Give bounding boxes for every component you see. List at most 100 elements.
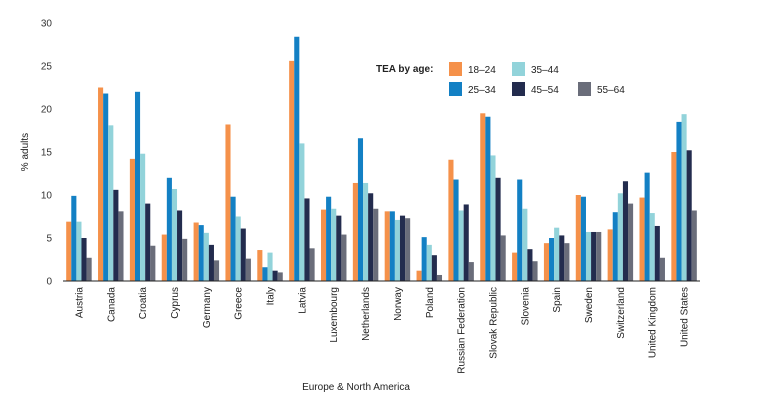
- bar: Poland 55–64: 0.7: [436, 274, 443, 281]
- bar: Poland 45–54: 3: [431, 255, 437, 281]
- bar: Italy 18–24: 3.6: [257, 250, 263, 281]
- bar: Poland 35–44: 4.2: [426, 244, 432, 281]
- x-tick-label: Austria: [74, 287, 85, 319]
- bar: Netherlands 25–34: 16.6: [357, 138, 364, 281]
- x-tick-label: Netherlands: [361, 287, 372, 341]
- bar: United States 45–54: 15.2: [686, 150, 692, 281]
- bar: Norway 55–64: 7.3: [405, 218, 411, 281]
- bar: Luxembourg 25–34: 9.8: [326, 196, 332, 281]
- y-tick-label: 5: [46, 234, 52, 245]
- x-tick-label: Luxembourg: [329, 287, 340, 343]
- bar: Austria 25–34: 9.9: [71, 195, 77, 281]
- bar: United States 18–24: 15: [671, 152, 677, 281]
- x-axis-title: Europe & North America: [302, 382, 410, 393]
- bar: Spain 25–34: 5: [549, 238, 555, 281]
- bar: Switzerland 35–44: 10.2: [617, 193, 623, 281]
- x-tick-label: Greece: [234, 287, 245, 320]
- bar: Greece 18–24: 18.2: [225, 124, 231, 281]
- bar: Slovak Republic 45–54: 12: [495, 177, 501, 281]
- bar: Canada 55–64: 8.1: [118, 211, 124, 281]
- bar: Switzerland 25–34: 8: [612, 212, 618, 281]
- bar: Slovenia 25–34: 11.8: [517, 179, 523, 281]
- bar: United Kingdom 55–64: 2.7: [659, 257, 665, 281]
- bar: Cyprus 25–34: 12: [166, 177, 172, 281]
- x-tick-label: Norway: [393, 287, 404, 321]
- bar: Croatia 18–24: 14.2: [129, 158, 135, 281]
- x-tick-label: Spain: [552, 287, 563, 313]
- bar: Luxembourg 45–54: 7.6: [336, 215, 342, 281]
- bar: Canada 45–54: 10.6: [113, 189, 119, 281]
- bar: Croatia 45–54: 9: [145, 203, 151, 281]
- bar: Croatia 55–64: 4.1: [150, 245, 156, 281]
- x-tick-label: Croatia: [138, 287, 149, 320]
- bar: Poland 25–34: 5.1: [421, 237, 427, 281]
- x-tick-label: Russian Federation: [457, 287, 468, 374]
- bar: Sweden 35–44: 5.7: [585, 231, 592, 281]
- bar: Norway 18–24: 8.1: [384, 211, 390, 281]
- x-tick-label: Italy: [266, 287, 277, 305]
- legend-label: 25–34: [468, 85, 496, 96]
- bar: Luxembourg 18–24: 8.3: [320, 209, 327, 281]
- bar: Sweden 45–54: 5.7: [591, 231, 597, 281]
- legend-swatch: [449, 62, 462, 76]
- bar: Luxembourg 55–64: 5.4: [341, 234, 347, 281]
- y-tick-label: 20: [41, 105, 53, 116]
- legend-label: 18–24: [468, 65, 496, 76]
- bars: Austria 18–24: 6.9Austria 25–34: 9.9Aust…: [66, 36, 697, 282]
- x-tick-label: United States: [680, 287, 691, 347]
- bar: Sweden 55–64: 5.7: [596, 231, 602, 281]
- bar: Spain 45–54: 5.3: [559, 235, 565, 281]
- bar: Germany 45–54: 4.2: [208, 244, 214, 281]
- legend-title: TEA by age:: [376, 64, 433, 75]
- legend: TEA by age: 18–24 35–44 25–34 45–54 55–64: [376, 62, 625, 96]
- bar: Canada 25–34: 21.8: [103, 93, 109, 282]
- bar: Italy 45–54: 1.2: [272, 270, 278, 281]
- bar: Slovenia 55–64: 2.3: [532, 261, 538, 281]
- bar: Russian Federation 35–44: 8.2: [458, 210, 464, 281]
- bar: Cyprus 55–64: 4.9: [182, 238, 188, 281]
- bar: Croatia 35–44: 14.8: [140, 153, 146, 281]
- x-tick-label: Poland: [425, 287, 436, 318]
- x-tick-label: Latvia: [297, 287, 308, 314]
- y-tick-label: 30: [41, 19, 53, 30]
- bar: Netherlands 45–54: 10.2: [368, 193, 374, 281]
- x-tick-label: Germany: [202, 287, 213, 328]
- bar: Austria 55–64: 2.7: [86, 257, 92, 281]
- bar: Germany 25–34: 6.5: [198, 225, 204, 281]
- bar: Slovenia 18–24: 3.3: [512, 252, 518, 281]
- bar: Latvia 35–44: 16: [299, 143, 305, 281]
- bar: Switzerland 45–54: 11.6: [622, 181, 629, 281]
- bar: Canada 18–24: 22.5: [98, 87, 104, 281]
- bar: Slovak Republic 18–24: 19.5: [480, 113, 486, 281]
- y-tick-label: 25: [41, 62, 53, 73]
- bar: Russian Federation 55–64: 2.2: [468, 262, 474, 281]
- bar: Austria 35–44: 6.9: [76, 221, 82, 281]
- y-axis: 0 5 10 15 20 25 30: [41, 19, 53, 288]
- bar: Cyprus 18–24: 5.4: [161, 234, 167, 281]
- bar: Russian Federation 18–24: 14.1: [448, 159, 454, 281]
- bar: Italy 35–44: 3.3: [267, 252, 273, 281]
- bar: Greece 55–64: 2.6: [245, 258, 251, 281]
- y-axis-title: % adults: [20, 133, 31, 171]
- bar: Slovak Republic 35–44: 14.6: [490, 155, 496, 281]
- bar: United Kingdom 45–54: 6.4: [654, 225, 660, 281]
- x-axis: Austria Canada Croatia Cyprus Germany Greece I…: [74, 287, 690, 374]
- bar: Sweden 25–34: 9.8: [580, 196, 586, 281]
- bar: Slovak Republic 55–64: 5.3: [500, 235, 506, 281]
- bar: Russian Federation 45–54: 8.9: [463, 204, 469, 281]
- bar: Norway 45–54: 7.6: [399, 215, 406, 281]
- legend-swatch: [512, 62, 525, 76]
- bar: United States 35–44: 19.4: [681, 114, 687, 281]
- legend-label: 35–44: [531, 65, 559, 76]
- bar: Slovenia 35–44: 8.4: [522, 208, 528, 281]
- bar: United Kingdom 18–24: 9.7: [639, 197, 645, 281]
- x-tick-label: United Kingdom: [648, 287, 659, 358]
- y-tick-label: 0: [46, 277, 52, 288]
- bar: Germany 55–64: 2.4: [213, 260, 220, 281]
- x-tick-label: Slovak Republic: [488, 287, 499, 359]
- bar: Netherlands 18–24: 11.4: [352, 182, 358, 281]
- bar: Russian Federation 25–34: 11.8: [453, 179, 459, 281]
- x-tick-label: Switzerland: [616, 287, 627, 339]
- bar: Norway 35–44: 7.1: [394, 219, 400, 281]
- bar: Austria 45–54: 5: [81, 238, 87, 281]
